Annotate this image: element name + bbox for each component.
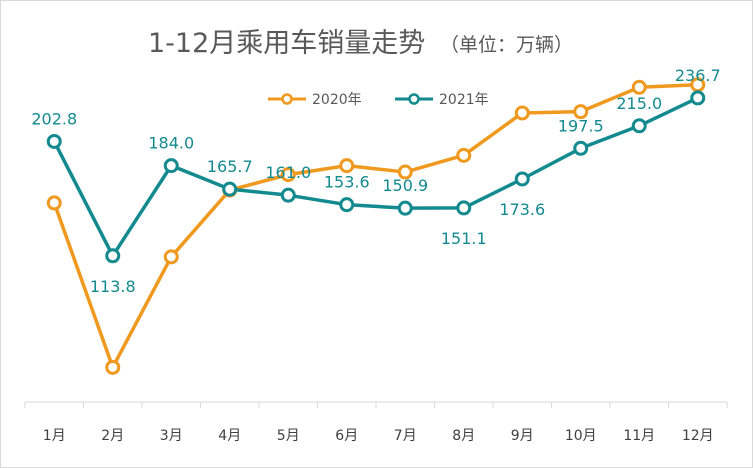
chart-title: 1-12月乘用车销量走势 (148, 28, 425, 59)
data-point-series-1 (163, 249, 179, 265)
data-point-series-1 (514, 105, 530, 121)
legend-swatch-marker (408, 93, 420, 105)
x-tick-label: 8月 (452, 428, 475, 444)
legend-entry-label: 2020年 (312, 92, 362, 108)
data-point-series-1 (397, 164, 413, 180)
data-label: 153.6 (324, 173, 370, 192)
data-point-series-1 (46, 195, 62, 211)
data-point-series-2 (280, 187, 296, 203)
data-label: 161.0 (265, 163, 311, 182)
data-point-series-2 (514, 171, 530, 187)
data-point-series-1 (631, 79, 647, 95)
data-label: 215.0 (616, 94, 662, 113)
x-tick-label: 1月 (43, 428, 66, 444)
data-label: 236.7 (675, 66, 721, 85)
data-labels: 202.8 113.8 184.0 165.7 161.0 153.6 150.9 151.1… (31, 66, 720, 296)
x-tick-label: 5月 (277, 428, 300, 444)
series-layer (46, 77, 706, 375)
series-line-2 (52, 96, 699, 258)
x-axis-labels: 1月 2月 3月 4月 5月 6月 7月 8月 9月 10月 11月 12月 (43, 428, 714, 444)
data-point-series-2 (573, 140, 589, 156)
data-point-series-2 (46, 133, 62, 149)
data-label: 150.9 (382, 176, 428, 195)
data-point-series-2 (456, 200, 472, 216)
legend: 2020年 2021年 (268, 92, 489, 108)
series-line-1 (52, 82, 698, 370)
data-label: 151.1 (441, 229, 487, 248)
data-point-series-2 (631, 118, 647, 134)
x-tick-label: 10月 (565, 428, 597, 444)
legend-entry-label: 2021年 (439, 92, 489, 108)
x-tick-label: 11月 (623, 428, 655, 444)
x-tick-label: 12月 (682, 428, 714, 444)
x-axis-ticks (24, 402, 728, 408)
x-tick-label: 4月 (218, 428, 241, 444)
data-label: 165.7 (207, 157, 253, 176)
data-point-series-1 (456, 147, 472, 163)
data-point-series-2 (690, 90, 706, 106)
data-point-series-1 (280, 167, 296, 183)
data-label: 113.8 (90, 277, 136, 296)
data-point-series-1 (573, 104, 589, 120)
data-point-series-2 (163, 158, 179, 174)
data-point-series-2 (105, 248, 121, 264)
data-label: 202.8 (31, 109, 77, 128)
data-point-series-1 (339, 158, 355, 174)
legend-swatch-marker (281, 93, 293, 105)
x-tick-label: 9月 (511, 428, 534, 444)
x-tick-label: 7月 (394, 428, 417, 444)
chart-subtitle: （单位：万辆） (440, 34, 573, 56)
data-label: 184.0 (148, 134, 194, 153)
x-tick-label: 6月 (335, 428, 358, 444)
data-point-series-2 (222, 181, 238, 197)
x-tick-label: 3月 (160, 428, 183, 444)
data-point-series-2 (397, 200, 413, 216)
data-point-series-2 (339, 197, 355, 213)
data-point-series-1 (105, 359, 121, 375)
data-label: 173.6 (499, 200, 545, 219)
data-label: 197.5 (558, 116, 604, 135)
x-tick-label: 2月 (101, 428, 124, 444)
